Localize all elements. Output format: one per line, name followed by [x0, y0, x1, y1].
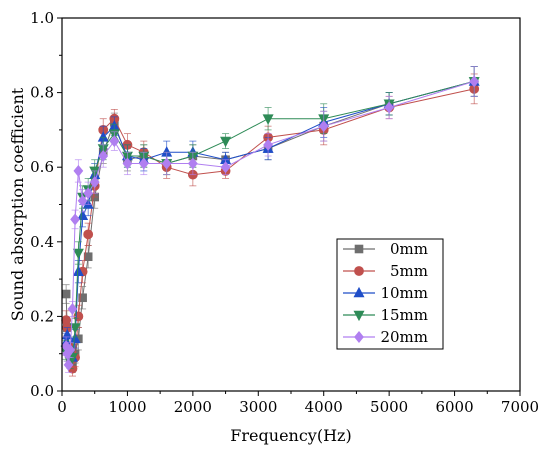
x-tick-label: 4000 [305, 398, 343, 416]
data-point [187, 157, 198, 170]
legend-marker [354, 331, 364, 343]
data-point [263, 138, 273, 151]
data-point [318, 120, 329, 133]
data-point [67, 302, 78, 315]
legend-marker [353, 286, 365, 298]
y-tick-label: 0.2 [30, 307, 54, 325]
legend-marker [354, 266, 364, 276]
y-axis-title: Sound absorption coefficient [8, 87, 27, 321]
data-point [77, 194, 88, 207]
data-point [220, 136, 232, 148]
data-point [83, 252, 93, 262]
x-tick-label: 6000 [435, 398, 473, 416]
data-point [63, 358, 74, 371]
legend-item-20mm: 20mm [343, 328, 428, 346]
y-tick-label: 1.0 [30, 9, 54, 27]
legend-label: 10mm [380, 284, 428, 302]
legend: 0mm 5mm 10mm 15mm 20mm [336, 238, 444, 350]
legend-label: 15mm [380, 306, 428, 324]
x-tick-label: 2000 [174, 398, 212, 416]
y-tick-label: 0.0 [30, 382, 54, 400]
data-point [262, 114, 274, 125]
data-point [220, 161, 231, 174]
x-tick-label: 7000 [501, 398, 539, 416]
legend-marker [354, 244, 364, 254]
data-point [83, 187, 94, 200]
data-point [78, 293, 87, 303]
legend-label: 0mm [390, 240, 428, 258]
x-axis-title: Frequency(Hz) [230, 426, 351, 445]
y-tick-label: 0.8 [30, 84, 54, 102]
x-tick-label: 5000 [370, 398, 408, 416]
data-point [77, 209, 89, 220]
data-point [98, 150, 109, 162]
data-point [73, 164, 84, 177]
data-point [469, 75, 480, 88]
legend-item-15mm: 15mm [343, 306, 428, 324]
data-point [83, 229, 94, 240]
legend-item-0mm: 0mm [343, 240, 428, 258]
y-tick-label: 0.4 [30, 233, 54, 251]
data-point [89, 176, 100, 189]
legend-label: 20mm [380, 328, 428, 346]
data-point [72, 265, 84, 276]
data-point [72, 248, 84, 260]
data-point [69, 332, 81, 344]
x-tick-label: 3000 [239, 398, 277, 416]
legend-marker [353, 310, 365, 322]
legend-label: 5mm [390, 262, 428, 280]
data-point [65, 343, 76, 356]
data-point [70, 213, 80, 226]
y-tick-label: 0.6 [30, 158, 54, 176]
legend-item-5mm: 5mm [343, 262, 428, 280]
data-point [161, 157, 172, 170]
plot-frame [61, 17, 521, 392]
data-point [69, 323, 81, 334]
data-point [61, 289, 71, 299]
data-point [122, 157, 133, 170]
legend-box [336, 238, 444, 350]
data-point [109, 135, 120, 148]
x-tick-label: 0 [57, 398, 67, 416]
data-point [384, 101, 395, 114]
series-20mm [61, 66, 480, 373]
data-point [138, 157, 149, 170]
legend-item-10mm: 10mm [343, 284, 428, 302]
x-tick-label: 1000 [108, 398, 146, 416]
